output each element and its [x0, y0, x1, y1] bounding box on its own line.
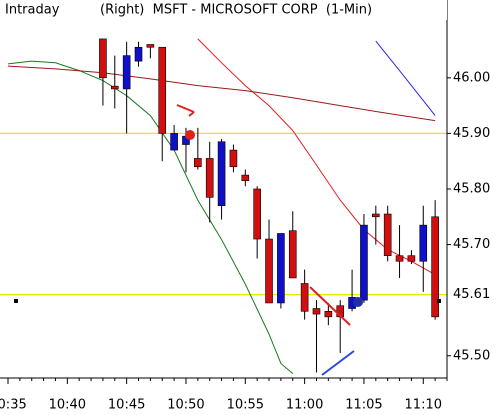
star-marker	[185, 130, 195, 140]
y-tick-label: 45.80	[453, 182, 490, 197]
title-band	[0, 0, 447, 20]
candle-body	[229, 149, 238, 168]
trend-arrow	[321, 350, 355, 376]
x-tick-label: 11:10	[405, 398, 442, 413]
candle-body	[194, 158, 202, 168]
candle-body	[122, 55, 131, 90]
average-line	[197, 38, 436, 276]
average-line	[7, 65, 436, 122]
trend-arrow	[309, 286, 351, 326]
x-tick-label: 11:00	[286, 398, 323, 413]
x-tick-label: 11:05	[345, 398, 382, 413]
candle-body	[205, 158, 214, 198]
candle-body	[277, 233, 285, 304]
candle-body	[99, 38, 107, 79]
trend-arrow	[188, 111, 195, 117]
y-tick-label: 45.90	[453, 126, 490, 141]
chart-title: Intraday	[5, 3, 60, 18]
candle-body	[324, 310, 333, 318]
candle-body	[431, 216, 439, 318]
y-tick-label: 45.50	[453, 348, 490, 363]
x-tick-label: 10:50	[167, 398, 204, 413]
x-tick-label: 10:35	[0, 398, 27, 413]
trend-arrow	[176, 104, 195, 113]
candle-body	[158, 46, 167, 134]
candle-body	[300, 283, 309, 312]
candle-body	[419, 224, 428, 262]
candle-body	[407, 255, 416, 262]
price-marker-label: 45.61	[453, 287, 490, 302]
plot-area	[0, 38, 447, 374]
level-marker	[437, 299, 441, 303]
candle-body	[312, 308, 321, 315]
x-tick-label: 10:55	[227, 398, 264, 413]
candle-body	[170, 133, 178, 151]
star-marker	[353, 297, 363, 307]
average-line	[375, 40, 436, 116]
y-tick-label: 46.00	[453, 70, 490, 85]
candle-body	[241, 174, 250, 181]
annotations	[14, 104, 441, 376]
candle-body	[146, 44, 155, 48]
candle-body	[253, 188, 261, 240]
candle-body	[110, 85, 119, 90]
price-marker-box	[449, 286, 489, 303]
candle-body	[383, 213, 392, 257]
x-tick-label: 10:45	[108, 398, 145, 413]
candle-body	[288, 230, 297, 279]
candle-body	[395, 255, 404, 262]
candle-body	[372, 213, 380, 218]
level-marker	[14, 299, 18, 303]
candle-body	[360, 224, 368, 301]
y-tick-label: 45.70	[453, 237, 490, 252]
x-tick-label: 10:40	[49, 398, 86, 413]
chart-subtitle: (Right) MSFT - MICROSOFT CORP (1-Min)	[100, 3, 372, 18]
candle-body	[265, 238, 273, 304]
candle-body	[134, 46, 143, 62]
candle-body	[217, 141, 226, 206]
